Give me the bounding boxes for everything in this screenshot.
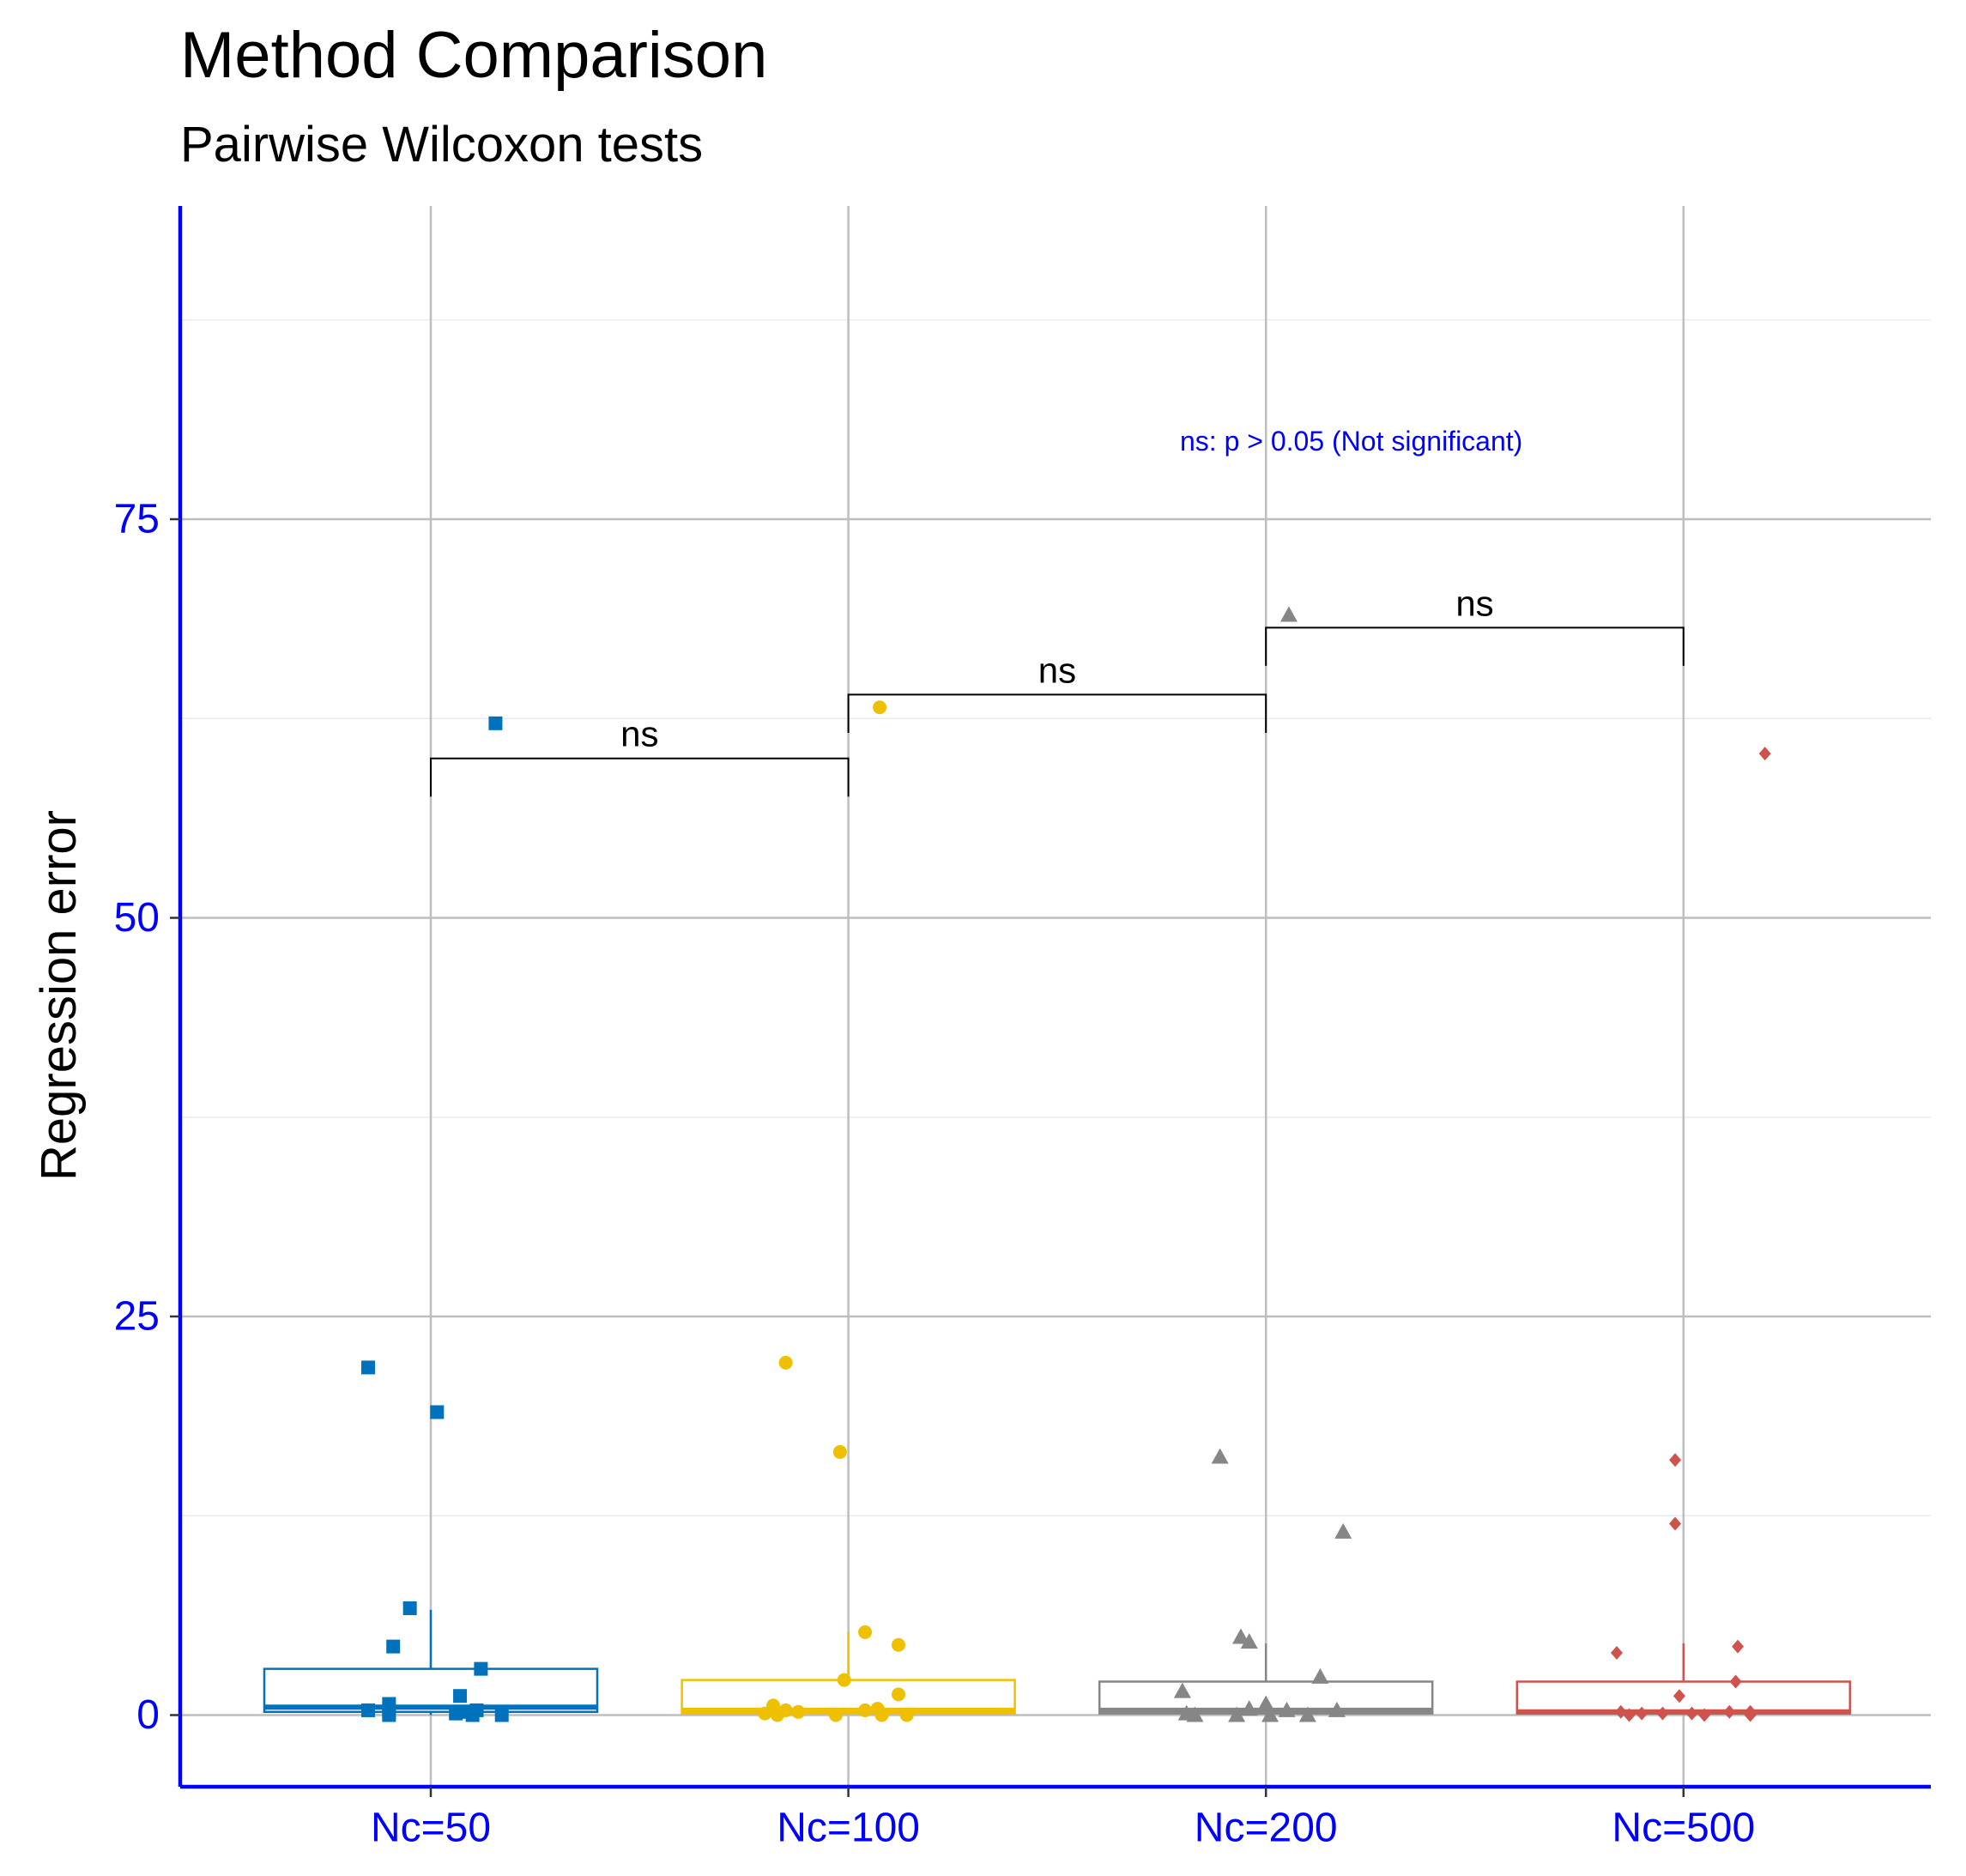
- data-point: [1673, 1689, 1685, 1704]
- x-tick-label: Nc=100: [777, 1806, 920, 1851]
- data-point: [1698, 1708, 1711, 1722]
- data-point: [1656, 1706, 1669, 1721]
- x-tick-label: Nc=200: [1195, 1806, 1338, 1851]
- data-point: [899, 1708, 914, 1722]
- data-point: [361, 1703, 376, 1717]
- y-tick-label: 50: [114, 895, 160, 941]
- boxplot-Nc=500: [1515, 1643, 1852, 1716]
- data-point: [1240, 1700, 1258, 1716]
- data-point: [832, 1444, 847, 1459]
- data-point: [1186, 1706, 1204, 1722]
- data-point: [758, 1706, 772, 1721]
- grid-layer: [180, 206, 1931, 1787]
- data-point: [1729, 1674, 1742, 1689]
- chart-title: Method Comparison: [180, 19, 767, 92]
- data-point: [1685, 1706, 1698, 1721]
- data-point: [382, 1708, 396, 1722]
- data-point: [1623, 1708, 1636, 1722]
- data-point: [858, 1625, 873, 1639]
- significance-label: ns: [1038, 650, 1076, 690]
- data-point: [778, 1355, 793, 1370]
- data-point: [1669, 1516, 1682, 1531]
- data-point: [361, 1360, 376, 1375]
- data-point: [474, 1661, 488, 1676]
- data-point: [873, 700, 887, 715]
- data-point: [1240, 1633, 1258, 1649]
- box-layer: [263, 1609, 1852, 1716]
- data-point: [770, 1708, 784, 1722]
- data-point: [1636, 1706, 1648, 1721]
- data-point: [1311, 1667, 1329, 1684]
- chart-subtitle: Pairwise Wilcoxon tests: [180, 117, 703, 172]
- data-point: [1669, 1453, 1682, 1468]
- significance-label: ns: [1455, 583, 1493, 623]
- bracket-line: [430, 757, 850, 797]
- data-point: [874, 1708, 889, 1722]
- data-point: [837, 1673, 851, 1687]
- data-point: [1744, 1708, 1757, 1722]
- data-point: [1211, 1448, 1229, 1464]
- significance-note: ns: p > 0.05 (Not significant): [1180, 426, 1522, 457]
- axis-layer: 0 25 50 75 Nc=50 Nc=100 Nc=200 Nc=500: [114, 206, 1931, 1851]
- data-point: [1232, 1628, 1250, 1644]
- data-point: [465, 1708, 480, 1722]
- y-tick-label: 0: [136, 1692, 160, 1738]
- data-point: [488, 716, 503, 730]
- boxplot-Nc=50: [263, 1609, 599, 1716]
- data-point: [791, 1704, 806, 1719]
- point-layer: [361, 606, 1771, 1722]
- data-point: [453, 1689, 468, 1704]
- x-tick-label: Nc=500: [1612, 1806, 1755, 1851]
- data-point: [449, 1706, 463, 1721]
- y-tick-label: 75: [114, 497, 160, 542]
- data-point: [891, 1637, 905, 1652]
- data-point: [891, 1687, 905, 1702]
- data-point: [1334, 1522, 1352, 1539]
- significance-layer: ns ns ns: [430, 583, 1685, 797]
- x-tick-label: Nc=50: [371, 1806, 491, 1851]
- data-point: [494, 1708, 509, 1722]
- data-point: [386, 1639, 401, 1654]
- data-point: [1758, 747, 1771, 761]
- data-point: [1261, 1706, 1279, 1722]
- data-point: [829, 1708, 844, 1722]
- comparison-bracket: ns: [430, 714, 850, 797]
- data-point: [1278, 1701, 1296, 1717]
- data-point: [1173, 1682, 1191, 1698]
- data-point: [1328, 1701, 1346, 1717]
- y-axis-label: Regression error: [31, 810, 87, 1181]
- bracket-line: [847, 693, 1267, 733]
- boxplot-Nc=100: [681, 1631, 1016, 1716]
- data-point: [1279, 606, 1298, 622]
- data-point: [1298, 1706, 1316, 1722]
- y-tick-label: 25: [114, 1294, 160, 1340]
- data-point: [1732, 1639, 1745, 1654]
- significance-label: ns: [620, 714, 658, 754]
- data-point: [430, 1405, 445, 1419]
- comparison-bracket: ns: [847, 650, 1267, 733]
- data-point: [1228, 1706, 1246, 1722]
- data-point: [858, 1703, 873, 1717]
- comparison-bracket: ns: [1265, 583, 1685, 666]
- data-point: [1723, 1704, 1736, 1719]
- bracket-line: [1265, 626, 1685, 666]
- data-point: [402, 1601, 417, 1616]
- data-point: [1610, 1646, 1623, 1661]
